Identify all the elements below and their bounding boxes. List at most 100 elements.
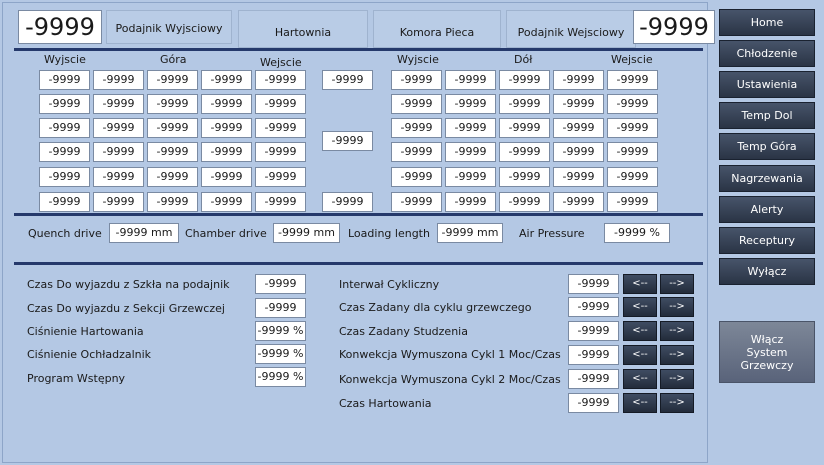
param-value-cisnienie-hartowania: -9999 % [255, 321, 306, 341]
right-grid-cell-4-3: -9999 [553, 167, 604, 187]
left-grid-cell-0-0: -9999 [39, 70, 90, 90]
col-header-left-gora: Góra [160, 53, 187, 66]
decrease-cykl-grzewczy-button[interactable]: <-- [623, 297, 657, 317]
left-grid-cell-1-0: -9999 [39, 94, 90, 114]
param-value-cykl-grzewczy[interactable]: -9999 [568, 297, 619, 317]
left-grid-cell-1-1: -9999 [93, 94, 144, 114]
nav-home-button[interactable]: Home [719, 9, 815, 36]
increase-cykl-grzewczy-button[interactable]: --> [660, 297, 694, 317]
right-grid-cell-2-0: -9999 [391, 118, 442, 138]
param-value-konwekcja-2[interactable]: -9999 [568, 369, 619, 389]
right-grid-cell-2-4: -9999 [607, 118, 658, 138]
header-podajnik-wyjsciowy: Podajnik Wyjsciowy [106, 10, 232, 44]
left-grid-cell-1-3: -9999 [201, 94, 252, 114]
header-komora-pieca: Komora Pieca [373, 10, 501, 48]
right-grid-cell-3-2: -9999 [499, 142, 550, 162]
decrease-interwal-button[interactable]: <-- [623, 274, 657, 294]
left-grid-cell-0-2: -9999 [147, 70, 198, 90]
right-grid-cell-3-4: -9999 [607, 142, 658, 162]
decrease-konwekcja-2-button[interactable]: <-- [623, 369, 657, 389]
chamber-drive-label: Chamber drive [185, 227, 267, 240]
right-grid-cell-3-3: -9999 [553, 142, 604, 162]
right-grid-cell-1-0: -9999 [391, 94, 442, 114]
right-grid-cell-4-4: -9999 [607, 167, 658, 187]
right-grid-cell-5-4: -9999 [607, 192, 658, 212]
nav-receptury-button[interactable]: Receptury [719, 227, 815, 254]
increase-studzenia-button[interactable]: --> [660, 321, 694, 341]
left-grid-cell-0-1: -9999 [93, 70, 144, 90]
param-value-cisnienie-ochladzalnik: -9999 % [255, 344, 306, 364]
heater-button-line-2: System [746, 345, 788, 359]
left-grid-cell-3-4: -9999 [255, 142, 306, 162]
left-grid-cell-2-1: -9999 [93, 118, 144, 138]
param-label-interwal: Interwał Cykliczny [339, 278, 440, 291]
increase-konwekcja-2-button[interactable]: --> [660, 369, 694, 389]
main-frame [2, 2, 708, 463]
nav-ustawienia-button[interactable]: Ustawienia [719, 71, 815, 98]
nav-temp-gora-button[interactable]: Temp Góra [719, 133, 815, 160]
left-grid-cell-1-4: -9999 [255, 94, 306, 114]
param-value-studzenia[interactable]: -9999 [568, 321, 619, 341]
left-grid-cell-4-2: -9999 [147, 167, 198, 187]
param-label-program-wstepny: Program Wstępny [27, 372, 126, 385]
heater-system-button[interactable]: Włącz System Grzewczy [719, 321, 815, 383]
col-header-right-wyjscie: Wyjscie [397, 53, 439, 66]
decrease-czas-hartowania-button[interactable]: <-- [623, 393, 657, 413]
nav-wylacz-button[interactable]: Wyłącz [719, 258, 815, 285]
header-left-value: -9999 [18, 10, 102, 44]
param-label-cykl-grzewczy: Czas Zadany dla cyklu grzewczego [339, 301, 532, 314]
increase-czas-hartowania-button[interactable]: --> [660, 393, 694, 413]
left-grid-cell-5-2: -9999 [147, 192, 198, 212]
param-label-czas-hartowania: Czas Hartowania [339, 397, 432, 410]
heater-button-line-3: Grzewczy [740, 358, 794, 372]
nav-alerty-button[interactable]: Alerty [719, 196, 815, 223]
left-grid-cell-2-3: -9999 [201, 118, 252, 138]
nav-temp-dol-button[interactable]: Temp Dol [719, 102, 815, 129]
param-value-interwal[interactable]: -9999 [568, 274, 619, 294]
nav-chlodzenie-button[interactable]: Chłodzenie [719, 40, 815, 67]
left-grid-cell-3-0: -9999 [39, 142, 90, 162]
left-grid-cell-4-4: -9999 [255, 167, 306, 187]
left-grid-cell-1-2: -9999 [147, 94, 198, 114]
right-grid-cell-5-1: -9999 [445, 192, 496, 212]
right-grid-cell-3-0: -9999 [391, 142, 442, 162]
decrease-konwekcja-1-button[interactable]: <-- [623, 345, 657, 365]
right-grid-cell-4-1: -9999 [445, 167, 496, 187]
param-value-czas-sekcji: -9999 [255, 298, 306, 318]
left-grid-cell-2-4: -9999 [255, 118, 306, 138]
header-podajnik-wejsciowy: Podajnik Wejsciowy [506, 10, 636, 48]
param-label-cisnienie-hartowania: Ciśnienie Hartowania [27, 325, 144, 338]
right-grid-cell-0-4: -9999 [607, 70, 658, 90]
loading-length-value: -9999 mm [437, 223, 503, 243]
middle-value-top: -9999 [322, 70, 373, 90]
left-grid-cell-0-3: -9999 [201, 70, 252, 90]
divider-middle [14, 213, 703, 216]
right-grid-cell-5-3: -9999 [553, 192, 604, 212]
right-grid-cell-1-1: -9999 [445, 94, 496, 114]
nav-nagrzewania-button[interactable]: Nagrzewania [719, 165, 815, 192]
right-grid-cell-1-2: -9999 [499, 94, 550, 114]
param-label-cisnienie-ochladzalnik: Ciśnienie Ochładzalnik [27, 348, 152, 361]
param-label-konwekcja-2: Konwekcja Wymuszona Cykl 2 Moc/Czas [339, 373, 561, 386]
middle-value-bottom: -9999 [322, 192, 373, 212]
header-right-value: -9999 [633, 10, 715, 44]
right-grid-cell-5-2: -9999 [499, 192, 550, 212]
left-grid-cell-4-1: -9999 [93, 167, 144, 187]
increase-interwal-button[interactable]: --> [660, 274, 694, 294]
param-value-program-wstepny: -9999 % [255, 367, 306, 387]
param-value-czas-hartowania[interactable]: -9999 [568, 393, 619, 413]
right-grid-cell-1-4: -9999 [607, 94, 658, 114]
right-grid-cell-2-2: -9999 [499, 118, 550, 138]
left-grid-cell-5-1: -9999 [93, 192, 144, 212]
decrease-studzenia-button[interactable]: <-- [623, 321, 657, 341]
middle-value-center: -9999 [322, 131, 373, 151]
loading-length-label: Loading length [348, 227, 430, 240]
param-value-konwekcja-1[interactable]: -9999 [568, 345, 619, 365]
left-grid-cell-2-2: -9999 [147, 118, 198, 138]
increase-konwekcja-1-button[interactable]: --> [660, 345, 694, 365]
heater-button-line-1: Włącz [750, 332, 784, 346]
right-grid-cell-0-3: -9999 [553, 70, 604, 90]
left-grid-cell-3-1: -9999 [93, 142, 144, 162]
chamber-drive-value: -9999 mm [273, 223, 340, 243]
left-grid-cell-3-2: -9999 [147, 142, 198, 162]
